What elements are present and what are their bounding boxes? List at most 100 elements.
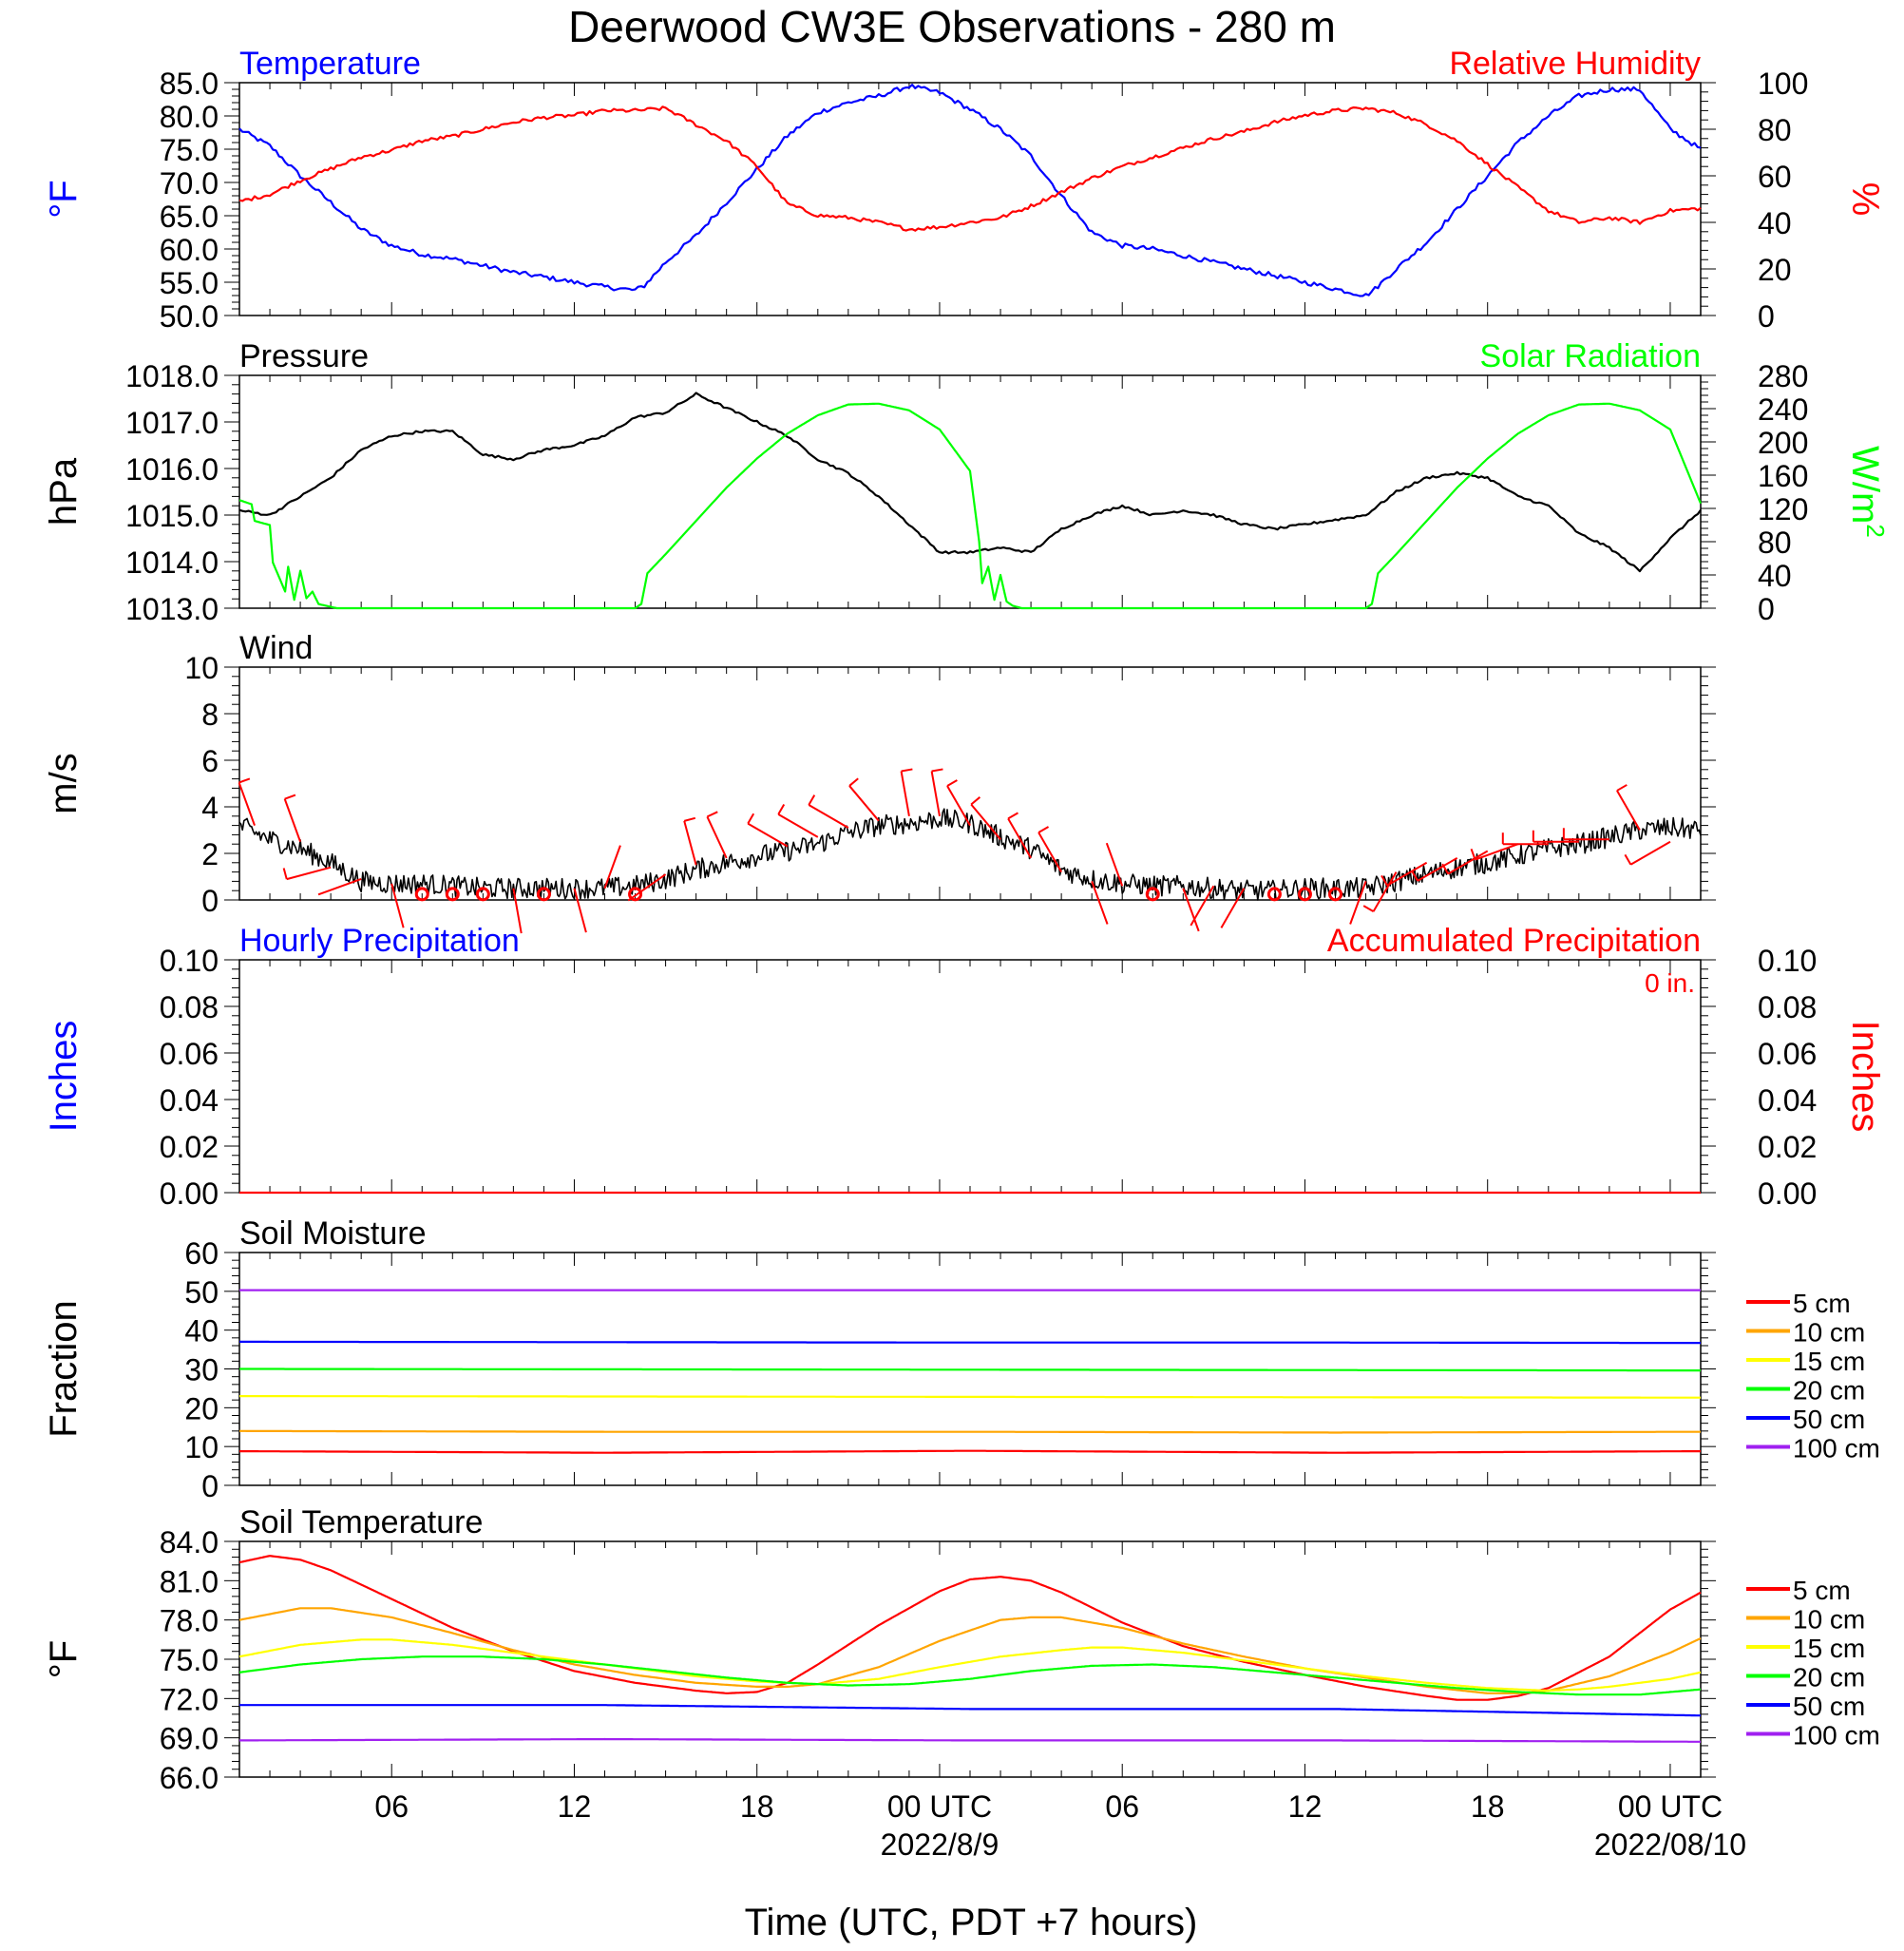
wind-calm-marker: [1145, 887, 1160, 902]
x-tick-label: 00 UTC: [1618, 1789, 1723, 1824]
wind-barb: [1007, 817, 1032, 859]
y-tick-label-left: 20: [184, 1391, 219, 1425]
wind-calm-marker: [445, 887, 460, 902]
wind-barb: [1386, 861, 1428, 887]
y-tick-label-left: 50.0: [160, 299, 219, 334]
legend-label-20-cm: 20 cm: [1793, 1376, 1865, 1406]
y-tick-label-left: 65.0: [160, 200, 219, 234]
x-axis-title: Time (UTC, PDT +7 hours): [745, 1902, 1198, 1943]
wind-calm-marker: [475, 887, 490, 902]
wind-barb: [283, 798, 302, 843]
series-line-left: [238, 392, 1702, 573]
series-line-5-cm: [238, 1555, 1702, 1701]
y-tick-label-right: 20: [1758, 253, 1792, 287]
figure-title: Deerwood CW3E Observations - 280 m: [568, 2, 1336, 51]
wind-barb: [900, 771, 910, 816]
panel-title-left: Wind: [239, 630, 313, 666]
legend-label-10-cm: 10 cm: [1793, 1605, 1865, 1635]
y-tick-label-left: 1017.0: [125, 406, 219, 440]
wind-barb: [1091, 881, 1109, 925]
wind-barb: [1105, 842, 1124, 887]
y-tick-label-left: 0.08: [160, 990, 219, 1024]
panel-title-right: Accumulated Precipitation: [1327, 923, 1701, 959]
y-tick-label-left: 0.02: [160, 1130, 219, 1164]
wind-barb-flag: [747, 813, 755, 825]
wind-barb: [1220, 888, 1246, 928]
wind-barb: [1616, 790, 1641, 832]
wind-calm-marker: [1328, 887, 1342, 902]
y-tick-label-left: 0.10: [160, 944, 219, 978]
wind-barb: [1038, 832, 1062, 873]
y-tick-label-left: 55.0: [160, 266, 219, 300]
legend-label-20-cm: 20 cm: [1793, 1663, 1865, 1693]
y-axis-title-right: %: [1844, 182, 1886, 217]
y-tick-label-left: 6: [201, 744, 219, 778]
panel-title-left: Pressure: [239, 338, 369, 374]
y-tick-label-left: 1013.0: [125, 592, 219, 626]
series-line-5-cm: [239, 1449, 1701, 1454]
wind-barb: [777, 813, 819, 838]
wind-barb: [848, 785, 880, 822]
legend-label-15-cm: 15 cm: [1793, 1634, 1865, 1663]
wind-barb: [808, 804, 849, 829]
x-tick-label: 06: [374, 1789, 409, 1824]
series-line-15-cm: [238, 1638, 1702, 1693]
x-tick-label: 18: [1471, 1789, 1505, 1824]
accumulated-total-label: 0 in.: [1645, 968, 1695, 998]
y-tick-label-right: 100: [1758, 67, 1808, 101]
wind-barb: [1349, 881, 1367, 925]
panel-precipitation: 0.10 0.08 0.06 0.04 0.02 0.00 0.10 0.08 0.06 0.04…: [43, 923, 1886, 1211]
y-tick-label-right: 0: [1758, 592, 1775, 626]
panel-title-left: Hourly Precipitation: [239, 923, 520, 959]
y-tick-label-left: 1014.0: [125, 545, 219, 580]
wind-barb-flag: [1038, 826, 1050, 833]
series-line-left: [238, 84, 1702, 297]
y-tick-label-left: 10: [184, 1430, 219, 1464]
wind-barb-flag: [1616, 784, 1628, 792]
panel-pressure_solar: 1018.01017.01016.01015.01014.01013.02802…: [43, 338, 1890, 626]
y-tick-label-right: 160: [1758, 459, 1808, 493]
series-line-20-cm: [238, 1655, 1702, 1696]
wind-barb-flag: [848, 777, 859, 787]
y-tick-label-right: 0: [1758, 299, 1775, 334]
wind-barb: [1475, 843, 1519, 861]
wind-barb-flag: [970, 796, 981, 806]
panel-temperature_humidity: 85.080.075.070.065.060.055.050.0 100 80 60 4…: [43, 46, 1886, 334]
y-tick-label-right: 0.02: [1758, 1130, 1817, 1164]
wind-barb-flag: [901, 768, 913, 773]
x-tick-label: 18: [740, 1789, 774, 1824]
y-tick-label-left: 1015.0: [125, 499, 219, 533]
legend-label-50-cm: 50 cm: [1793, 1692, 1865, 1721]
y-tick-label-right: 0.00: [1758, 1176, 1817, 1211]
wind-calm-marker: [1297, 887, 1312, 902]
y-tick-label-left: 60.0: [160, 233, 219, 267]
series-line-50-cm: [239, 1704, 1701, 1717]
wind-barb: [683, 820, 697, 866]
wind-barb: [573, 888, 587, 933]
series-line-10-cm: [239, 1429, 1701, 1434]
panel-title-left: Soil Temperature: [239, 1504, 483, 1540]
wind-barb-flag: [1441, 863, 1450, 875]
legend-label-10-cm: 10 cm: [1793, 1318, 1865, 1348]
wind-barb-flag: [931, 768, 943, 773]
wind-calm-marker: [628, 887, 643, 902]
legend-label-15-cm: 15 cm: [1793, 1347, 1865, 1376]
x-tick-label: 12: [1288, 1789, 1323, 1824]
legend-label-50-cm: 50 cm: [1793, 1405, 1865, 1434]
wind-barb: [1182, 888, 1200, 932]
wind-barb: [1190, 885, 1215, 927]
wind-barb-flag: [1007, 812, 1019, 820]
wind-calm-marker: [414, 887, 429, 902]
panel-title-right: Solar Radiation: [1480, 338, 1701, 374]
y-tick-label-left: 81.0: [160, 1564, 219, 1598]
y-tick-label-left: 0.00: [160, 1176, 219, 1211]
panel-wind: 10 8 6 4 2 0 Wind m/s: [43, 630, 1716, 934]
y-axis-title-left: °F: [43, 1640, 85, 1678]
y-tick-label-left: 10: [184, 651, 219, 685]
y-tick-label-left: 60: [184, 1236, 219, 1271]
y-tick-label-left: 1018.0: [125, 359, 219, 393]
wind-barb: [627, 873, 667, 902]
